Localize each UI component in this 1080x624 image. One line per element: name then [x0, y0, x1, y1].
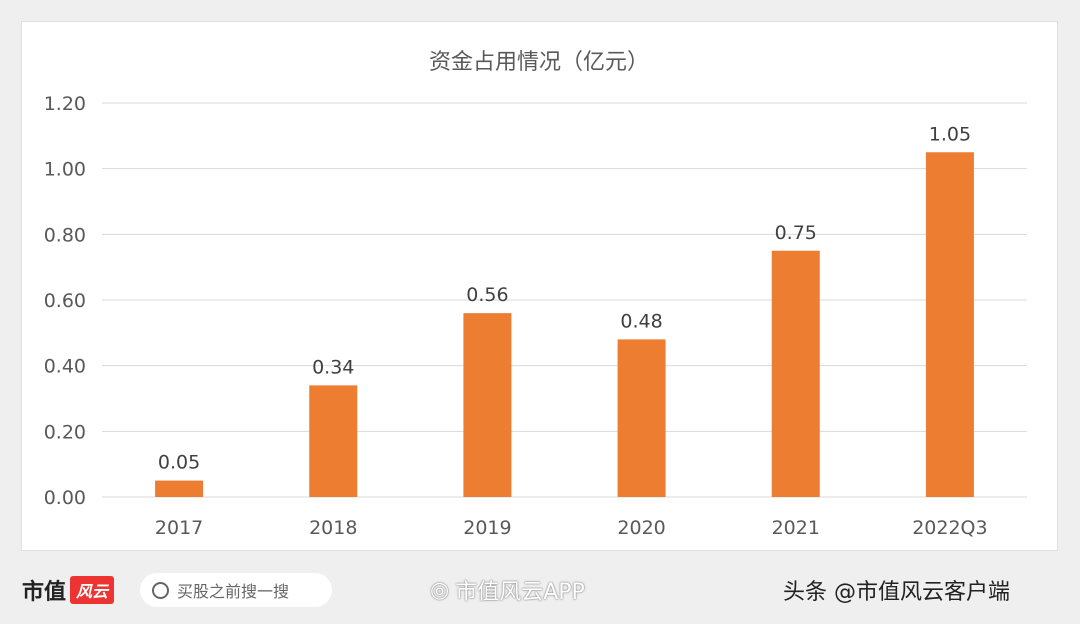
- x-tick-label: 2018: [309, 517, 357, 539]
- x-tick-label: 2019: [463, 517, 511, 539]
- data-label: 0.56: [466, 284, 508, 306]
- chart-card: 资金占用情况（亿元） 0.00 0.20 0.40 0.60 0.80 1.00 1.20 0.…: [21, 21, 1058, 551]
- brand-logo: 市值 风云: [22, 568, 115, 612]
- bar: [771, 250, 820, 497]
- brand-text: 市值: [22, 580, 67, 605]
- y-tick-label: 0.20: [44, 421, 86, 443]
- bar: [925, 152, 974, 497]
- y-tick-label: 0.80: [44, 224, 86, 246]
- y-tick-label: 0.40: [44, 356, 86, 378]
- data-label: 0.34: [312, 356, 354, 378]
- x-tick-label: 2022Q3: [912, 517, 987, 539]
- data-label: 0.05: [158, 452, 200, 474]
- bar: [155, 480, 204, 497]
- y-tick-label: 1.20: [44, 93, 86, 115]
- y-tick-label: 0.60: [44, 290, 86, 312]
- search-icon: [152, 581, 169, 599]
- x-tick-label: 2021: [772, 517, 820, 539]
- y-tick-label: 1.00: [44, 159, 86, 181]
- bar-chart: 资金占用情况（亿元） 0.00 0.20 0.40 0.60 0.80 1.00 1.20 0.…: [44, 50, 1027, 539]
- bar: [463, 313, 512, 497]
- toutiao-watermark: 头条 @市值风云客户端: [783, 580, 1010, 605]
- weibo-icon: ◎: [430, 577, 450, 603]
- weibo-watermark: ◎ 市值风云APP: [430, 568, 585, 612]
- brand-logo-mark: 风云: [70, 576, 115, 604]
- search-placeholder: 买股之前搜一搜: [177, 582, 290, 601]
- weibo-text: 市值风云APP: [455, 580, 585, 605]
- chart-title: 资金占用情况（亿元）: [429, 50, 649, 75]
- data-label: 0.75: [775, 222, 817, 244]
- data-label: 0.48: [620, 310, 662, 332]
- x-tick-label: 2020: [617, 517, 665, 539]
- data-label: 1.05: [929, 123, 971, 145]
- x-tick-label: 2017: [155, 517, 203, 539]
- y-tick-label: 0.00: [44, 487, 86, 509]
- search-input[interactable]: 买股之前搜一搜: [140, 573, 332, 607]
- bar: [617, 339, 666, 497]
- bar: [309, 385, 358, 497]
